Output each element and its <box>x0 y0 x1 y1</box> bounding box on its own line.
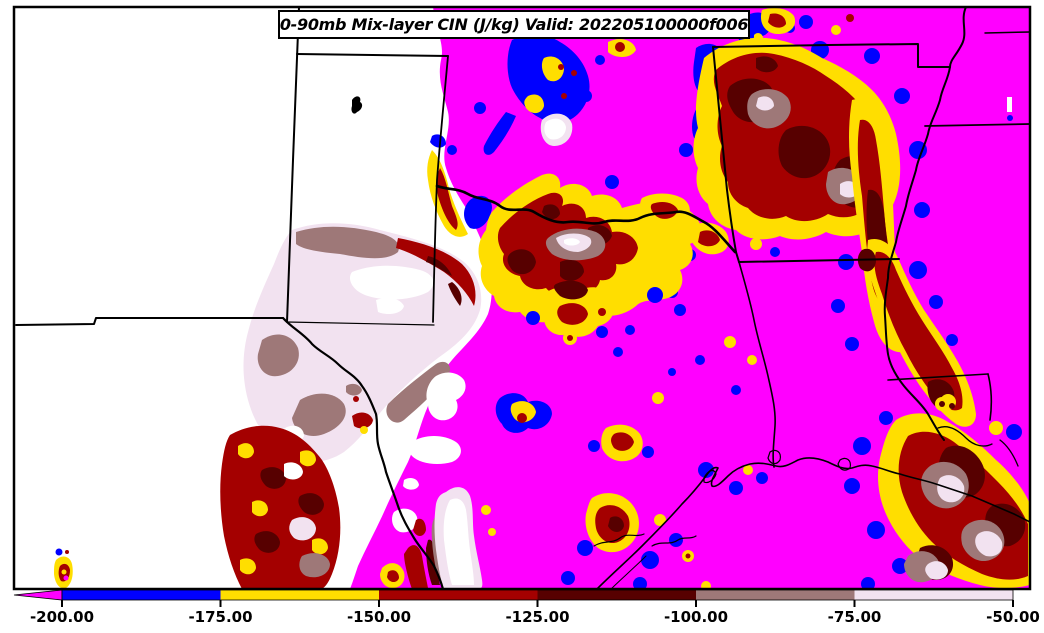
state-border-tn-ms <box>924 123 1030 127</box>
colorbar-segment <box>379 590 538 600</box>
colorbar-tick-label: -175.00 <box>188 608 252 626</box>
state-border-ar-la <box>738 258 900 263</box>
colorbar-ticks <box>61 600 1014 607</box>
galveston-bay <box>703 469 717 484</box>
conchas-lake <box>351 96 363 114</box>
mississippi-river <box>883 7 967 441</box>
red-river <box>435 184 737 254</box>
state-border-mo-ar <box>712 43 951 68</box>
delta-squiggle-1 <box>937 426 993 447</box>
colorbar-tick-label: -150.00 <box>347 608 411 626</box>
colorbar: -200.00 -175.00 -150.00 -125.00 -100.00 … <box>13 589 1040 626</box>
colorbar-segment <box>62 590 221 600</box>
colorbar-segment <box>220 590 379 600</box>
state-border-la-ms <box>887 373 989 381</box>
delta-squiggle-2 <box>999 439 1019 467</box>
map-title: 0-90mb Mix-layer CIN (J/kg) Valid: 20220… <box>278 10 750 39</box>
colorbar-tick-label: -50.00 <box>986 608 1040 626</box>
colorbar-tick-labels: -200.00 -175.00 -150.00 -125.00 -100.00 … <box>30 608 1040 626</box>
colorbar-segment <box>696 590 855 600</box>
state-border-ok-ar <box>712 46 737 253</box>
river-squiggle-south-tx <box>651 535 697 547</box>
state-border-nm-tx-south <box>286 321 435 326</box>
sabine-river <box>738 261 776 468</box>
colorbar-tick-label: -75.00 <box>828 608 882 626</box>
state-border-az-nm <box>286 7 300 323</box>
state-border-ky-tn <box>984 31 1030 34</box>
nueces-river <box>593 533 645 547</box>
sabine-lake <box>767 449 781 465</box>
map-title-text: 0-90mb Mix-layer CIN (J/kg) Valid: 20220… <box>279 15 749 34</box>
geography-borders <box>15 7 1030 589</box>
colorbar-tick-label: -100.00 <box>664 608 728 626</box>
state-border-nm-tx <box>432 55 449 323</box>
colorbar-arrow-under <box>13 589 63 601</box>
state-border-tx-ar <box>735 251 740 263</box>
colorbar-segment <box>537 590 696 600</box>
cin-contour-fills <box>14 7 1030 589</box>
state-border-co-nm <box>296 53 449 57</box>
pearl-river <box>987 373 993 421</box>
calcasieu-lake <box>837 457 851 471</box>
map-frame <box>12 5 1032 591</box>
border-mexico-west <box>15 317 284 326</box>
colorbar-segment <box>854 590 1013 600</box>
colorbar-tick-label: -200.00 <box>30 608 94 626</box>
colorbar-tick-label: -125.00 <box>505 608 569 626</box>
rio-grande-river <box>281 316 445 589</box>
